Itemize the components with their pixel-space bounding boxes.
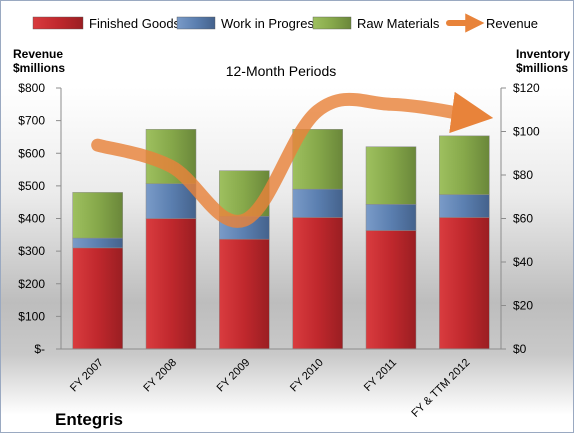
- left-tick-label: $500: [18, 179, 45, 193]
- legend-swatch-finished-goods: [32, 16, 84, 30]
- left-tick-label: $600: [18, 146, 45, 160]
- x-tick-label-fy-2007: FY 2007: [68, 357, 106, 395]
- x-tick-label-fy-2009: FY 2009: [215, 357, 253, 395]
- right-tick-label: $120: [513, 81, 540, 95]
- left-tick-label: $400: [18, 212, 45, 226]
- x-axis-labels: FY 2007 FY 2008 FY 2009 FY 2010 FY 2011 FY & …: [61, 348, 501, 420]
- x-tick-label-fy-ttm-2012: FY & TTM 2012: [409, 357, 472, 420]
- legend-label-raw-materials: Raw Materials: [357, 16, 440, 31]
- chart-title: 12-Month Periods: [226, 63, 337, 79]
- legend-label-work-in-progress: Work in Progress: [221, 16, 321, 31]
- bar-finished-goods-fy-2011: [365, 230, 417, 350]
- bar-finished-goods-fy-2009: [219, 238, 270, 350]
- revenue-line-layer: [91, 91, 494, 228]
- legend-label-finished-goods: Finished Goods: [89, 16, 181, 31]
- right-axis-ticks: $0 $20 $40 $60 $80 $100 $120: [500, 81, 540, 356]
- revenue-line: [91, 91, 494, 228]
- legend-swatch-raw-materials: [312, 16, 352, 30]
- left-tick-label: $700: [18, 114, 45, 128]
- x-tick-label-fy-2011: FY 2011: [362, 357, 399, 394]
- bar-work-in-progress-fy-2008: [145, 183, 197, 219]
- bar-finished-goods-fy-2007: [72, 247, 123, 350]
- x-tick-label-fy-2008: FY 2008: [141, 357, 179, 395]
- right-tick-label: $40: [513, 255, 533, 269]
- bar-work-in-progress-fy-2010: [292, 188, 343, 218]
- legend-label-revenue: Revenue: [486, 16, 538, 31]
- bar-raw-materials-fy-2007: [72, 192, 123, 239]
- left-tick-label: $100: [18, 309, 45, 323]
- right-tick-label: $100: [513, 125, 540, 139]
- bar-work-in-progress-fy-ttm-2012: [439, 194, 490, 218]
- x-tick-label-fy-2010: FY 2010: [288, 357, 326, 395]
- left-axis-ticks: $- $100 $200 $300 $400 $500 $600 $700 $800: [18, 81, 62, 356]
- bar-finished-goods-fy-ttm-2012: [439, 217, 490, 350]
- bar-finished-goods-fy-2010: [292, 217, 343, 350]
- right-tick-label: $80: [513, 168, 533, 182]
- right-tick-label: $60: [513, 212, 533, 226]
- bar-raw-materials-fy-ttm-2012: [439, 135, 490, 195]
- right-axis-title-line2: $millions: [516, 61, 568, 75]
- left-tick-label: $800: [18, 81, 45, 95]
- left-tick-label: $-: [34, 342, 45, 356]
- company-name: Entegris: [55, 410, 123, 429]
- legend-swatch-work-in-progress: [176, 16, 216, 30]
- left-axis-title-line1: Revenue: [13, 47, 63, 61]
- bar-raw-materials-fy-2011: [365, 146, 417, 205]
- left-tick-label: $200: [18, 277, 45, 291]
- bar-work-in-progress-fy-2011: [365, 204, 417, 231]
- bar-finished-goods-fy-2008: [145, 218, 197, 350]
- bar-work-in-progress-fy-2007: [72, 237, 123, 249]
- left-axis-title-line2: $millions: [13, 61, 65, 75]
- right-axis-title-line1: Inventory: [516, 47, 570, 61]
- left-tick-label: $300: [18, 244, 45, 258]
- right-tick-label: $20: [513, 299, 533, 313]
- right-tick-label: $0: [513, 342, 527, 356]
- legend: Finished Goods Work in Progress Raw Mate…: [32, 13, 538, 33]
